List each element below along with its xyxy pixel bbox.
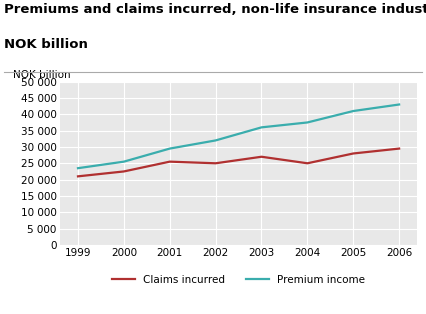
Premium income: [75, 166, 81, 170]
Claims incurred: [259, 155, 264, 159]
Premium income: [167, 147, 172, 150]
Claims incurred: [351, 152, 356, 155]
Premium income: [397, 103, 402, 106]
Text: NOK billion: NOK billion: [13, 70, 71, 80]
Premium income: [121, 160, 127, 164]
Claims incurred: [213, 161, 218, 165]
Claims incurred: [305, 161, 310, 165]
Legend: Claims incurred, Premium income: Claims incurred, Premium income: [108, 270, 369, 289]
Claims incurred: [75, 175, 81, 178]
Line: Premium income: Premium income: [78, 105, 399, 168]
Premium income: [305, 121, 310, 124]
Text: Premiums and claims incurred, non-life insurance industry.: Premiums and claims incurred, non-life i…: [4, 3, 426, 16]
Claims incurred: [167, 160, 172, 164]
Claims incurred: [397, 147, 402, 150]
Line: Claims incurred: Claims incurred: [78, 149, 399, 176]
Premium income: [259, 126, 264, 129]
Claims incurred: [121, 170, 127, 173]
Premium income: [213, 138, 218, 142]
Text: NOK billion: NOK billion: [4, 38, 88, 51]
Premium income: [351, 109, 356, 113]
